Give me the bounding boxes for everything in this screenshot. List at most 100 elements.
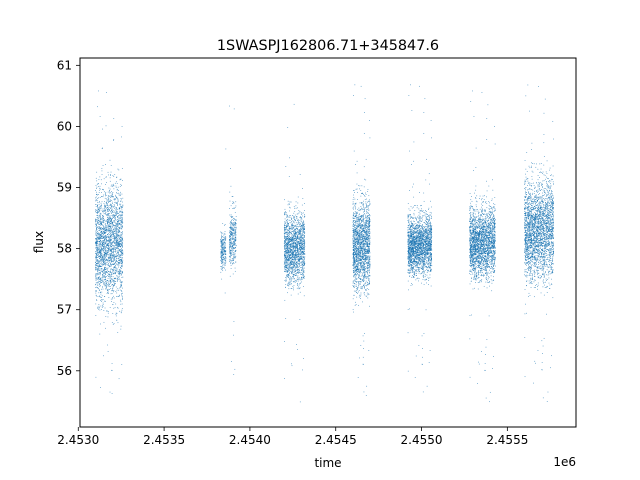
data-point bbox=[112, 269, 113, 270]
data-point bbox=[99, 244, 101, 246]
data-point bbox=[231, 253, 233, 255]
data-point bbox=[114, 255, 116, 257]
data-point bbox=[116, 268, 118, 269]
data-point bbox=[99, 263, 101, 265]
data-point bbox=[115, 209, 116, 211]
data-point bbox=[362, 238, 364, 239]
data-point bbox=[101, 258, 103, 260]
data-point bbox=[110, 251, 112, 252]
data-point bbox=[297, 247, 298, 248]
data-point bbox=[285, 228, 287, 230]
data-point bbox=[222, 239, 224, 241]
data-point bbox=[295, 201, 297, 203]
data-point bbox=[119, 235, 121, 237]
data-point bbox=[288, 225, 289, 227]
data-point bbox=[221, 254, 223, 256]
data-point bbox=[120, 203, 122, 205]
data-point bbox=[102, 274, 104, 276]
data-point bbox=[106, 284, 108, 286]
data-point bbox=[286, 260, 288, 262]
data-point bbox=[224, 251, 226, 253]
data-point bbox=[230, 242, 231, 243]
data-point bbox=[290, 294, 292, 296]
data-point bbox=[96, 250, 97, 252]
data-point bbox=[99, 116, 101, 117]
data-point bbox=[95, 286, 97, 288]
data-point bbox=[107, 239, 109, 241]
data-point bbox=[122, 242, 123, 243]
data-point bbox=[121, 206, 122, 208]
data-point bbox=[116, 207, 117, 209]
data-point bbox=[301, 277, 302, 279]
data-point bbox=[298, 284, 300, 286]
data-point bbox=[297, 275, 299, 277]
data-point bbox=[222, 260, 223, 261]
data-point bbox=[100, 268, 102, 270]
data-point bbox=[298, 230, 300, 232]
data-point bbox=[106, 241, 108, 243]
data-point bbox=[304, 210, 305, 211]
data-point bbox=[118, 258, 119, 260]
data-point bbox=[100, 202, 102, 204]
data-point bbox=[294, 281, 296, 283]
data-point bbox=[230, 216, 232, 217]
data-point bbox=[109, 266, 111, 267]
data-point bbox=[230, 233, 231, 234]
data-point bbox=[286, 231, 288, 233]
data-point bbox=[301, 250, 303, 252]
data-point bbox=[118, 261, 119, 263]
data-point bbox=[293, 257, 295, 259]
data-point bbox=[302, 274, 304, 275]
data-point bbox=[111, 249, 113, 250]
data-point bbox=[299, 243, 301, 244]
data-point bbox=[295, 259, 296, 260]
data-point bbox=[113, 290, 115, 292]
data-point bbox=[365, 230, 367, 232]
data-point bbox=[107, 215, 109, 217]
data-point bbox=[288, 265, 290, 267]
data-point bbox=[121, 293, 123, 294]
data-point bbox=[108, 219, 110, 221]
data-point bbox=[113, 228, 115, 230]
data-point bbox=[231, 217, 232, 218]
data-point bbox=[287, 276, 288, 278]
data-point bbox=[109, 180, 111, 182]
data-point bbox=[294, 266, 296, 268]
data-point bbox=[109, 265, 111, 267]
data-point bbox=[98, 204, 100, 206]
data-point bbox=[109, 221, 110, 223]
data-point bbox=[293, 245, 294, 247]
data-point bbox=[101, 244, 102, 246]
data-point bbox=[233, 247, 234, 249]
data-point bbox=[121, 242, 122, 244]
data-point bbox=[101, 299, 103, 301]
data-point bbox=[294, 265, 296, 266]
data-point bbox=[301, 254, 303, 256]
data-point bbox=[114, 215, 116, 217]
data-point bbox=[232, 234, 233, 235]
data-point bbox=[290, 271, 292, 273]
data-point bbox=[98, 252, 100, 254]
data-point bbox=[302, 269, 303, 271]
data-point bbox=[115, 240, 116, 242]
data-point bbox=[288, 284, 290, 285]
data-point bbox=[235, 223, 237, 225]
data-point bbox=[296, 255, 298, 257]
data-point bbox=[289, 282, 291, 284]
data-point bbox=[293, 251, 295, 253]
data-point bbox=[287, 225, 288, 227]
data-point bbox=[105, 236, 107, 238]
data-point bbox=[101, 231, 103, 232]
data-point bbox=[107, 210, 108, 212]
data-point bbox=[283, 263, 285, 265]
data-point bbox=[288, 237, 290, 239]
data-point bbox=[289, 239, 291, 240]
data-point bbox=[98, 289, 100, 291]
data-point bbox=[286, 263, 288, 265]
data-point bbox=[121, 268, 122, 269]
data-point bbox=[234, 256, 235, 258]
data-point bbox=[294, 230, 295, 231]
data-point bbox=[297, 271, 299, 272]
data-point bbox=[117, 200, 119, 202]
data-point bbox=[284, 243, 286, 245]
